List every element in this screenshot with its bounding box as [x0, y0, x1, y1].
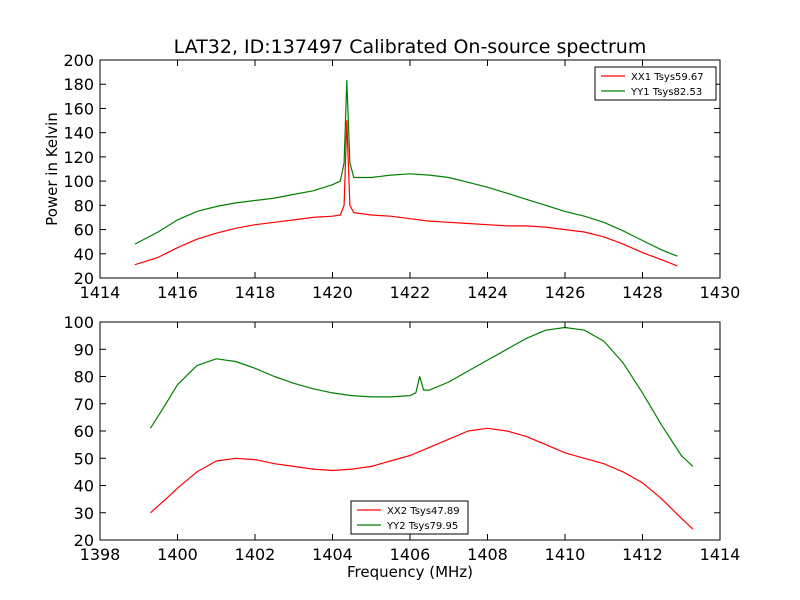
panel2-series-line-2: [149, 326, 694, 467]
panel2-x-tick-label: 1400: [157, 545, 198, 564]
panel1-legend-label-2: YY1 Tsys82.53: [630, 87, 702, 98]
panel2-y-tick-label: 50: [74, 449, 94, 468]
panel2-x-tick-label: 1402: [235, 545, 276, 564]
panel1-x-tick-label: 1428: [622, 283, 663, 302]
panel1-x-tick-label: 1424: [467, 283, 508, 302]
panel1-x-tick-label: 1416: [157, 283, 198, 302]
panel1-y-tick-label: 140: [63, 124, 94, 143]
panel2-y-tick-label: 100: [63, 313, 94, 332]
panel1-x-tick-label: 1414: [80, 283, 121, 302]
figure-title: LAT32, ID:137497 Calibrated On-source sp…: [174, 36, 647, 58]
panel1-x-tick-label: 1426: [545, 283, 586, 302]
panel1-x-tick-label: 1430: [700, 283, 741, 302]
panel1-y-tick-label: 20: [74, 269, 94, 288]
panel2-x-tick-label: 1404: [312, 545, 353, 564]
panel1-x-tick-label: 1420: [312, 283, 353, 302]
panel2-y-tick-label: 20: [74, 531, 94, 550]
panel2-legend-label-2: YY2 Tsys79.95: [386, 521, 458, 532]
panel2-x-tick-label: 1406: [390, 545, 431, 564]
panel2-y-tick-label: 40: [74, 477, 94, 496]
panel2-y-tick-label: 30: [74, 504, 94, 523]
panel1-y-tick-label: 180: [63, 75, 94, 94]
panel2-series-line-1: [150, 427, 694, 530]
panel2-x-tick-label: 1410: [545, 545, 586, 564]
panel2-y-tick-label: 70: [74, 395, 94, 414]
panel1-y-tick-label: 160: [63, 99, 94, 118]
panel1-legend-box: [594, 66, 717, 101]
panel1-y-axis-label: Power in Kelvin: [43, 112, 61, 226]
panel1-series-line-1: [134, 120, 678, 267]
panel1-x-tick-label: 1422: [390, 283, 431, 302]
panel2-x-tick-label: 1408: [467, 545, 508, 564]
panel2-legend-label-1: XX2 Tsys47.89: [387, 506, 460, 517]
panel1-series-line-2: [134, 80, 678, 257]
panel2-legend: XX2 Tsys47.89 YY2 Tsys79.95: [350, 500, 469, 535]
panel2-y-tick-label: 80: [74, 368, 94, 387]
panel2-x-tick-label: 1412: [622, 545, 663, 564]
panel1-legend-label-1: XX1 Tsys59.67: [631, 72, 704, 83]
panel1-y-tick-label: 40: [74, 245, 94, 264]
panel2: 1398 1400 1402 1404 1406 1408 1410 1412 1414 20 30…: [63, 313, 740, 581]
panel1-legend: XX1 Tsys59.67 YY1 Tsys82.53: [594, 66, 717, 101]
panel1: 1414 1416 1418 1420 1422 1424 1426 1428 1430 20 40…: [43, 51, 740, 302]
panel1-y-tick-label: 100: [63, 172, 94, 191]
chart-panels: 1414 1416 1418 1420 1422 1424 1426 1428 1430 20 40…: [43, 51, 740, 581]
panel2-x-axis-label: Frequency (MHz): [347, 563, 473, 581]
panel1-y-tick-label: 60: [74, 221, 94, 240]
panel2-x-tick-label: 1414: [700, 545, 741, 564]
panel2-x-tick-label: 1398: [80, 545, 121, 564]
panel1-y-tick-label: 80: [74, 196, 94, 215]
panel2-legend-box: [350, 500, 469, 535]
panel1-x-tick-label: 1418: [235, 283, 276, 302]
panel2-y-tick-label: 60: [74, 422, 94, 441]
panel1-y-tick-label: 120: [63, 148, 94, 167]
panel2-y-tick-label: 90: [74, 340, 94, 359]
panel1-y-tick-label: 200: [63, 51, 94, 70]
